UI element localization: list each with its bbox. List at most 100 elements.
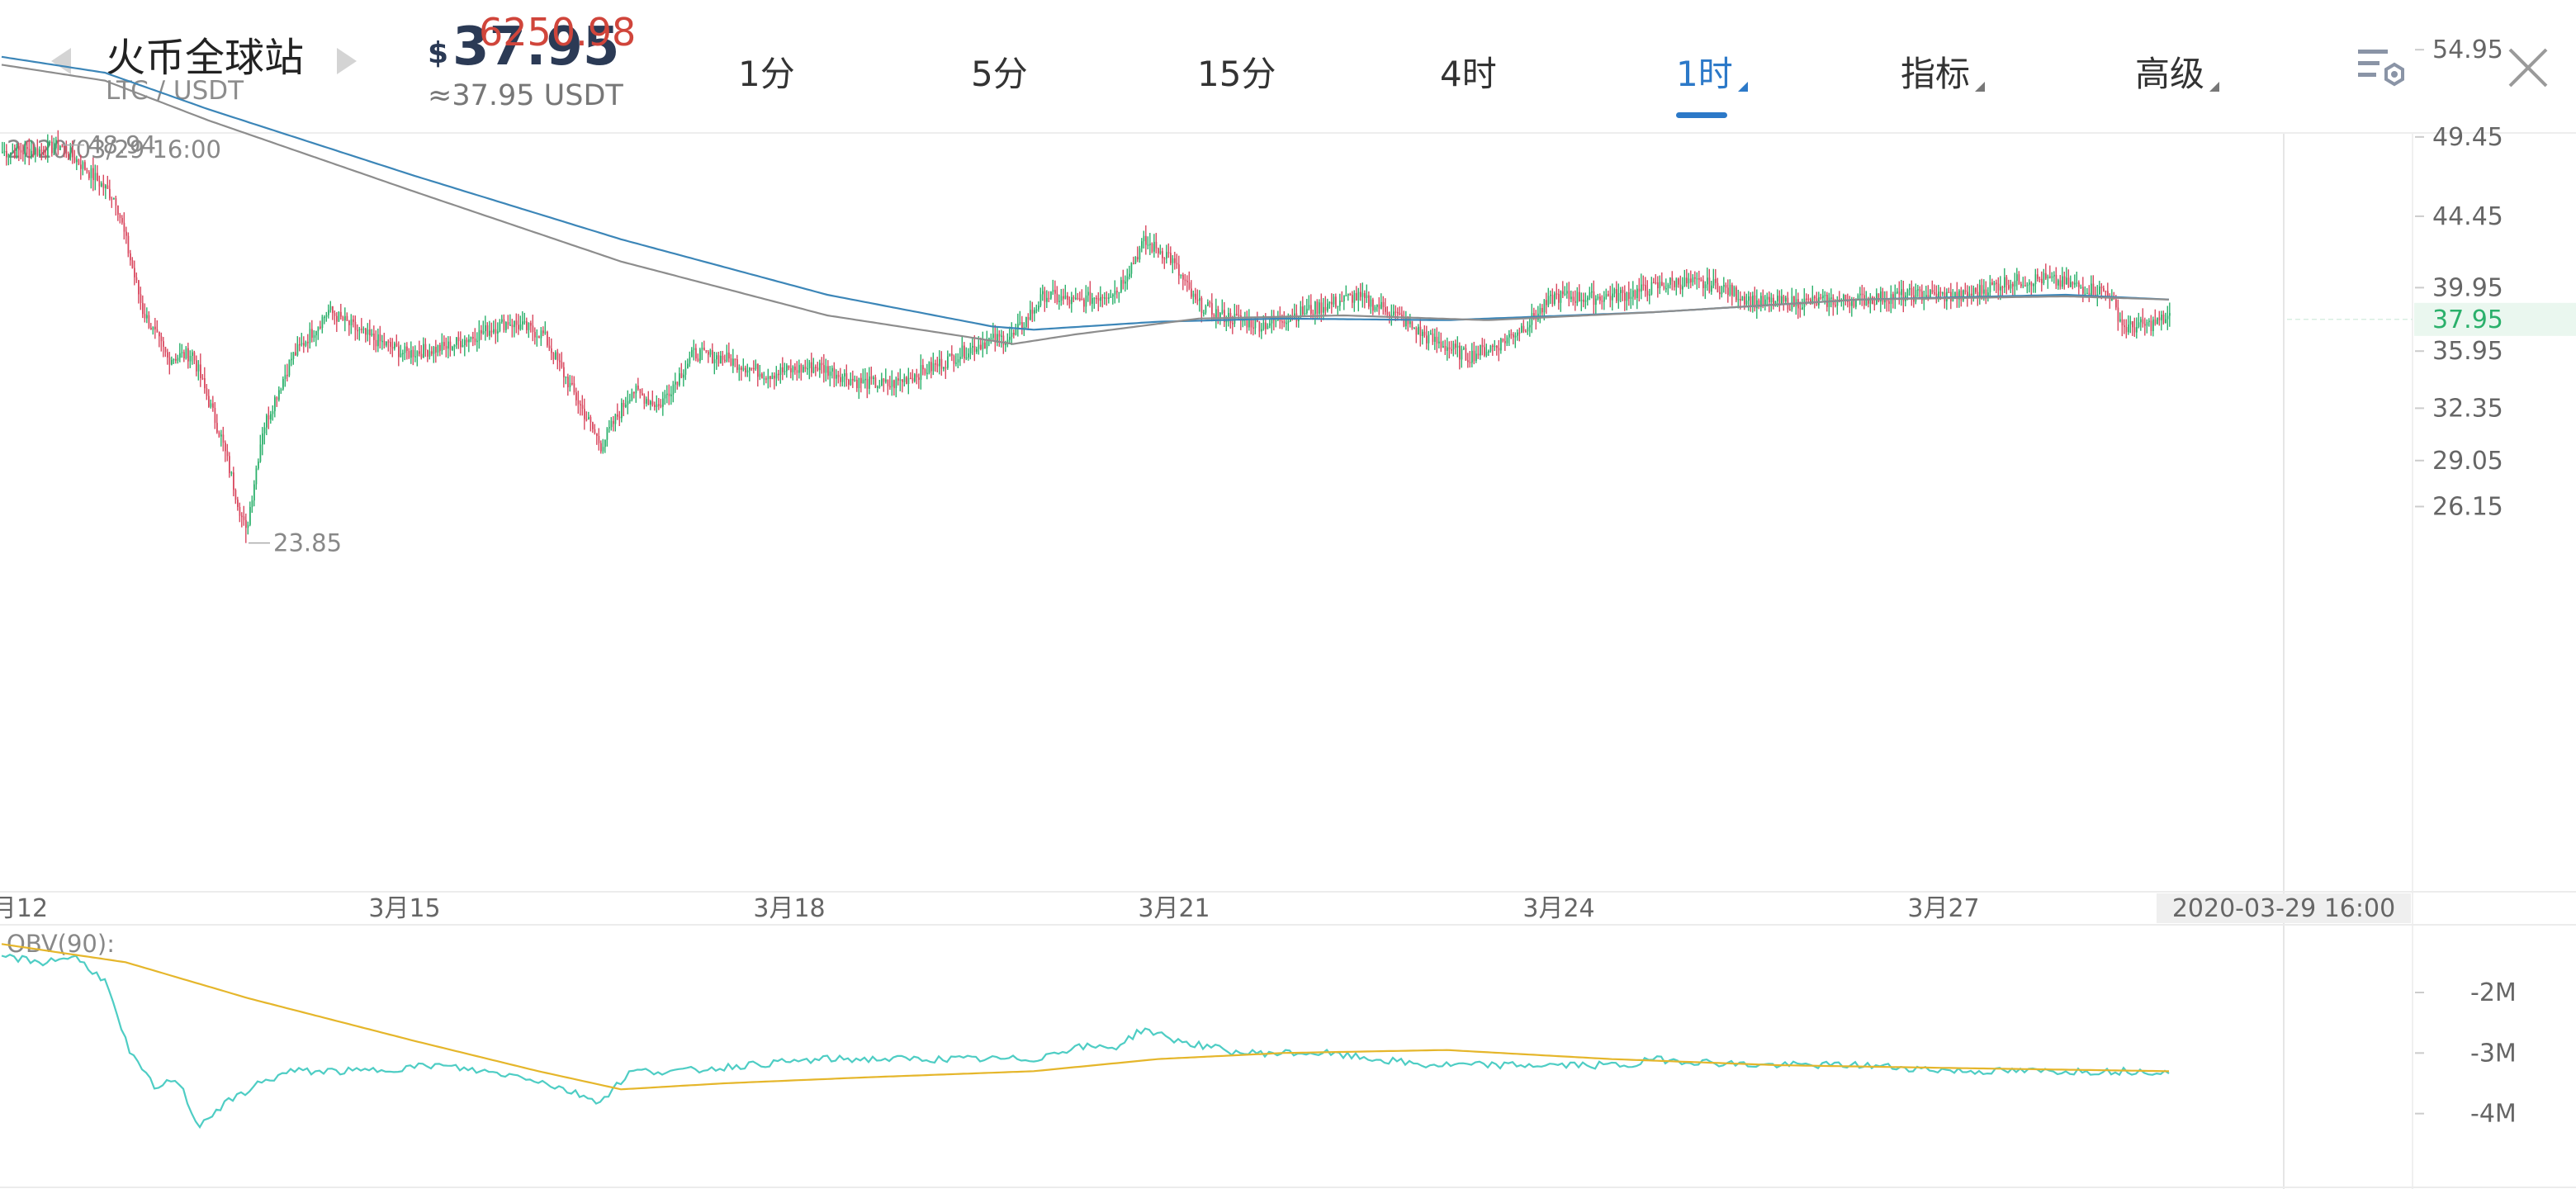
candle bbox=[866, 378, 869, 389]
candle bbox=[926, 372, 928, 375]
candle bbox=[1539, 307, 1541, 314]
candle bbox=[51, 141, 53, 154]
candle bbox=[1793, 296, 1795, 306]
candle bbox=[1341, 301, 1343, 302]
candle bbox=[964, 345, 965, 359]
candle bbox=[102, 183, 105, 189]
candle bbox=[790, 367, 792, 372]
candle bbox=[2133, 327, 2136, 333]
candle bbox=[1347, 294, 1349, 296]
candle bbox=[1909, 287, 1911, 290]
candle bbox=[1750, 296, 1752, 307]
chevron-left-icon[interactable] bbox=[51, 48, 71, 74]
candle bbox=[1873, 304, 1876, 306]
candle bbox=[72, 147, 73, 158]
candle bbox=[1101, 296, 1104, 299]
candle bbox=[581, 405, 584, 410]
tab-4h[interactable]: 4时 bbox=[1440, 46, 1497, 97]
tab-1min[interactable]: 1分 bbox=[738, 46, 795, 97]
candle bbox=[2045, 272, 2047, 279]
candle bbox=[2030, 282, 2033, 287]
candle bbox=[486, 325, 489, 336]
candle bbox=[1958, 290, 1960, 300]
candle bbox=[90, 168, 92, 178]
candle bbox=[2, 152, 3, 154]
candle bbox=[1731, 284, 1733, 296]
candle bbox=[1361, 292, 1364, 297]
candle bbox=[2024, 285, 2026, 287]
candle bbox=[439, 344, 441, 351]
candle bbox=[920, 365, 922, 381]
candle bbox=[1426, 335, 1428, 343]
candle bbox=[168, 357, 171, 365]
candle bbox=[1448, 347, 1451, 350]
candle bbox=[1257, 319, 1258, 322]
candle bbox=[547, 331, 548, 346]
candle bbox=[353, 319, 354, 322]
candle bbox=[831, 367, 833, 372]
candle bbox=[2091, 283, 2092, 296]
candle bbox=[1754, 295, 1756, 309]
candle bbox=[2144, 324, 2146, 326]
candle bbox=[230, 472, 233, 474]
candle bbox=[555, 352, 556, 359]
candle bbox=[782, 367, 784, 372]
candle bbox=[1133, 263, 1134, 265]
candle bbox=[1752, 295, 1754, 307]
close-icon[interactable] bbox=[2505, 45, 2551, 91]
candle bbox=[171, 359, 173, 365]
candle bbox=[736, 359, 738, 371]
candle bbox=[1844, 295, 1847, 301]
candle bbox=[1120, 280, 1122, 292]
candle bbox=[342, 316, 344, 321]
candle bbox=[1180, 274, 1182, 277]
candle bbox=[1612, 293, 1613, 301]
candle bbox=[2169, 313, 2171, 316]
candle bbox=[569, 382, 571, 388]
candle bbox=[1711, 285, 1712, 292]
candle bbox=[548, 345, 551, 348]
tab-indicators[interactable]: 指标 bbox=[1901, 46, 1986, 97]
chevron-right-icon[interactable] bbox=[337, 48, 357, 74]
candle bbox=[340, 311, 342, 317]
candle bbox=[280, 389, 282, 391]
candle bbox=[1411, 321, 1413, 329]
candle bbox=[247, 524, 249, 528]
candle bbox=[1287, 321, 1290, 323]
candle bbox=[1200, 297, 1203, 314]
candle bbox=[437, 344, 439, 353]
candle bbox=[881, 378, 883, 386]
y-tick-label: 26.15 bbox=[2432, 492, 2503, 521]
candle bbox=[206, 388, 208, 396]
candle bbox=[150, 327, 152, 330]
candle bbox=[1440, 341, 1442, 348]
candle bbox=[1463, 348, 1465, 349]
tab-advanced[interactable]: 高级 bbox=[2135, 46, 2220, 97]
candle bbox=[1207, 302, 1209, 306]
candle bbox=[1242, 320, 1244, 322]
candle bbox=[332, 306, 334, 314]
chart-settings-icon[interactable] bbox=[2356, 45, 2409, 91]
candle bbox=[1232, 323, 1234, 324]
candle bbox=[551, 348, 552, 353]
tab-5min[interactable]: 5分 bbox=[971, 46, 1028, 97]
candle bbox=[328, 310, 329, 315]
candle bbox=[1603, 296, 1605, 302]
candle bbox=[1176, 263, 1178, 265]
candle bbox=[1376, 304, 1378, 307]
candle bbox=[2128, 324, 2129, 333]
candle bbox=[606, 428, 608, 440]
candle bbox=[854, 379, 856, 381]
candle bbox=[1587, 297, 1589, 301]
tab-1h[interactable]: 1时 bbox=[1676, 46, 1748, 97]
candle bbox=[1149, 244, 1151, 245]
candle bbox=[24, 147, 26, 154]
current-price: 37.95 bbox=[452, 17, 620, 78]
candle bbox=[2161, 315, 2162, 320]
candle bbox=[441, 342, 443, 351]
tab-15min[interactable]: 15分 bbox=[1197, 46, 1276, 97]
candle bbox=[1304, 313, 1306, 315]
candle bbox=[575, 392, 577, 400]
candle bbox=[1704, 284, 1707, 288]
